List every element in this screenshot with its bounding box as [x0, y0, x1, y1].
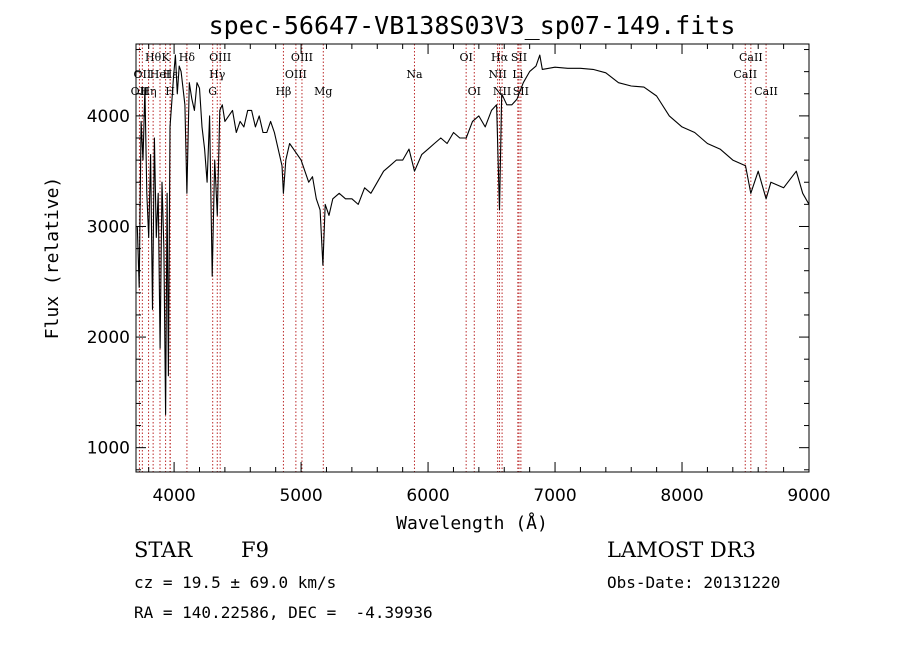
line-marker-label: OI — [459, 51, 472, 64]
line-marker-label: Hθ — [145, 51, 162, 64]
line-marker-label: OIII — [285, 68, 307, 81]
line-marker-label: HeI — [150, 68, 170, 81]
subclass-label: F9 — [241, 538, 269, 562]
line-marker-label: CaII — [733, 68, 757, 81]
x-axis-label: Wavelength (Å) — [396, 512, 548, 534]
line-marker-label: SII — [511, 51, 527, 64]
x-tick-label: 8000 — [660, 486, 703, 506]
line-marker-label: Hη — [140, 85, 156, 98]
line-marker-label: Mg — [314, 85, 332, 98]
class-label: STAR — [134, 538, 193, 562]
x-tick-label: 5000 — [279, 486, 322, 506]
line-marker-label: Li — [512, 68, 523, 81]
obs-date-label: Obs-Date: 20131220 — [607, 573, 781, 592]
line-marker-label: CaII — [754, 85, 778, 98]
line-marker-labels: OIIOIIHηHθHeIKHHεHδGHγOIIIHβOIIIOIIIMgNa… — [131, 51, 778, 98]
x-axis: 4000 5000 6000 7000 8000 9000 — [148, 44, 831, 506]
line-marker-label: SII — [513, 85, 529, 98]
line-marker-label: Hγ — [209, 68, 226, 81]
line-marker-label: Hα — [491, 51, 509, 64]
survey-label: LAMOST DR3 — [607, 538, 756, 562]
x-tick-label: 6000 — [406, 486, 449, 506]
line-marker-label: Hδ — [179, 51, 196, 64]
line-marker-label: NII — [488, 68, 506, 81]
cz-label: cz = 19.5 ± 69.0 km/s — [134, 573, 337, 592]
y-axis: 1000 2000 3000 4000 — [87, 49, 809, 471]
line-marker-label: NII — [493, 85, 511, 98]
y-tick-label: 1000 — [87, 439, 130, 459]
line-marker-label: OII — [131, 85, 149, 98]
x-tick-label: 4000 — [152, 486, 195, 506]
y-tick-label: 3000 — [87, 217, 130, 237]
flux-series — [136, 54, 810, 416]
line-marker-label: Na — [406, 68, 423, 81]
line-marker-label: OIII — [291, 51, 313, 64]
line-marker-label: K — [161, 51, 170, 64]
y-tick-label: 4000 — [87, 107, 130, 127]
coords-label: RA = 140.22586, DEC = -4.39936 — [134, 603, 433, 622]
plot-frame — [135, 43, 810, 473]
x-tick-label: 9000 — [787, 486, 830, 506]
line-marker-label: Hβ — [275, 85, 291, 98]
line-marker-label: G — [208, 85, 217, 98]
line-marker-label: OIII — [209, 51, 231, 64]
line-markers — [138, 44, 767, 472]
y-tick-label: 2000 — [87, 328, 130, 348]
chart-title: spec-56647-VB138S03V3_sp07-149.fits — [209, 11, 736, 40]
line-marker-label: OI — [468, 85, 481, 98]
line-marker-label: H — [165, 85, 175, 98]
x-tick-label: 7000 — [533, 486, 576, 506]
y-axis-label: Flux (relative) — [42, 177, 63, 340]
line-marker-label: CaII — [739, 51, 763, 64]
